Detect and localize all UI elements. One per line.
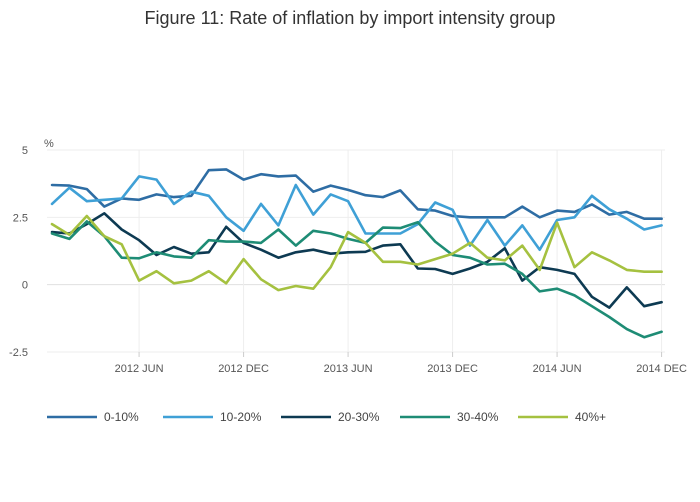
legend: 0-10% 10-20% 20-30% 30-40% 40%+	[47, 410, 606, 424]
y-axis-unit-label: %	[44, 138, 54, 150]
axes: % -2.5 0 2.5 5 2012 JUN 2012 DEC 2013 JUN 2013 …	[9, 138, 687, 375]
series-line-3	[50, 220, 663, 339]
y-tick-label: 5	[22, 145, 28, 157]
legend-label: 40%+	[575, 410, 606, 424]
x-tick-label: 2012 JUN	[115, 363, 164, 375]
legend-item-3[interactable]: 30-40%	[400, 410, 499, 424]
y-tick-label: -2.5	[9, 347, 28, 359]
x-tick-label: 2013 DEC	[427, 363, 478, 375]
series-line-1	[50, 175, 663, 251]
y-tick-label: 2.5	[13, 212, 28, 224]
legend-item-4[interactable]: 40%+	[518, 410, 606, 424]
legend-item-1[interactable]: 10-20%	[163, 410, 262, 424]
legend-label: 10-20%	[220, 410, 262, 424]
y-tick-label: 0	[22, 280, 28, 292]
x-tick-label: 2014 JUN	[533, 363, 582, 375]
series-line-0	[50, 168, 663, 220]
legend-item-0[interactable]: 0-10%	[47, 410, 139, 424]
legend-label: 0-10%	[104, 410, 139, 424]
legend-item-2[interactable]: 20-30%	[281, 410, 380, 424]
x-tick-label: 2013 JUN	[324, 363, 373, 375]
series-lines	[50, 168, 663, 339]
chart-title: Figure 11: Rate of inflation by import i…	[145, 8, 556, 28]
x-tick-label: 2014 DEC	[636, 363, 687, 375]
legend-label: 30-40%	[457, 410, 499, 424]
x-tick-label: 2012 DEC	[218, 363, 269, 375]
series-line-4	[50, 214, 663, 292]
legend-label: 20-30%	[338, 410, 380, 424]
